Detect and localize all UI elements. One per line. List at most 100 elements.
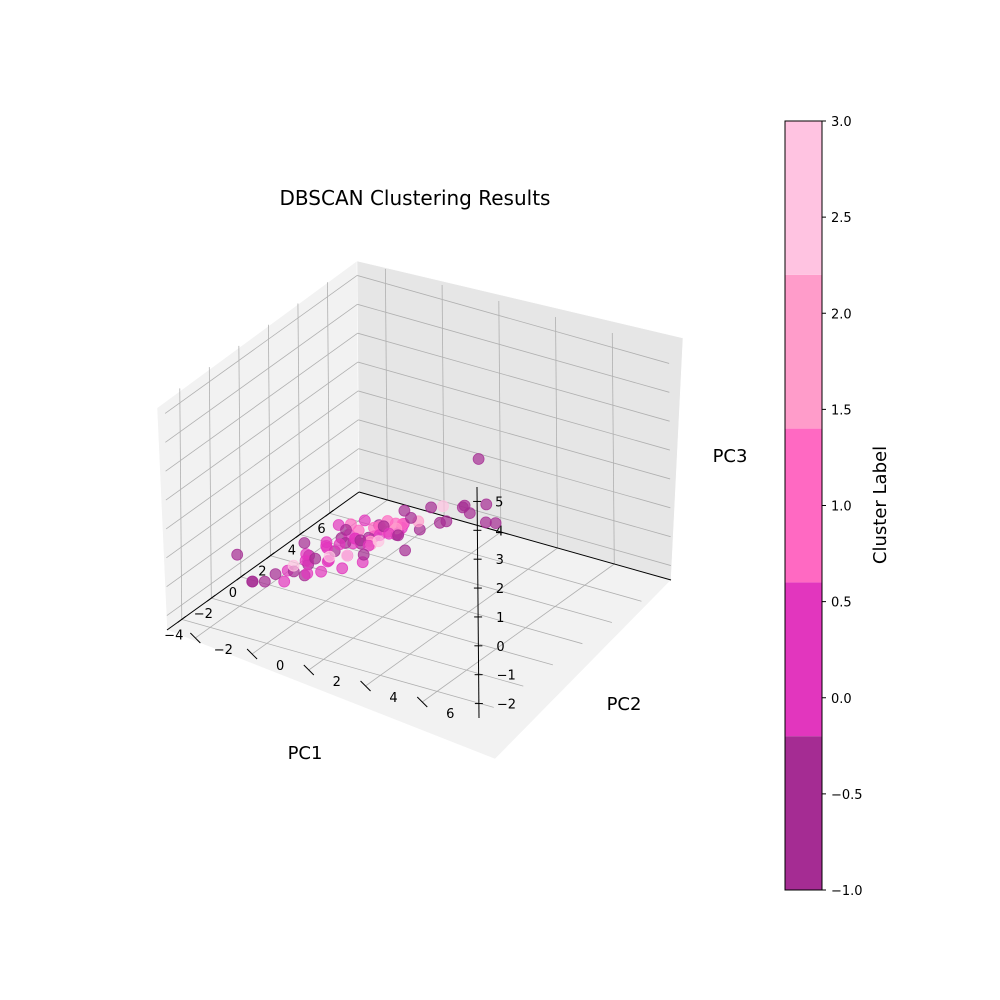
colorbar: −1.0 −0.5 0.0 0.5 1.0 1.5 2.0 2.5 3.0 — [784, 115, 863, 899]
x-axis-label: PC1 — [288, 743, 323, 764]
y-tick-label: 2 — [333, 675, 341, 690]
scatter-point — [480, 498, 493, 511]
colorbar-band — [785, 428, 822, 583]
x-tick-label: 6 — [317, 522, 325, 537]
grid-line-y — [441, 284, 445, 517]
scatter-point — [231, 548, 244, 561]
scatter-point — [437, 500, 449, 513]
colorbar-band — [785, 121, 822, 275]
z-tick-label: 3 — [496, 553, 504, 568]
y-tick — [360, 680, 371, 692]
colorbar-tick-label: 3.0 — [831, 115, 852, 130]
scatter-point — [336, 562, 349, 575]
scatter-point — [399, 544, 412, 557]
scatter-point — [392, 529, 405, 542]
y-tick-label: 6 — [446, 707, 454, 722]
scatter-point — [358, 514, 371, 527]
grid-line-z — [166, 448, 359, 588]
x-tick-label: 2 — [258, 565, 266, 580]
grid-line-y — [555, 316, 558, 549]
chart-title: DBSCAN Clustering Results — [280, 186, 551, 210]
colorbar-tick-label: 0.5 — [831, 596, 852, 611]
grid-line-y — [498, 300, 502, 533]
scatter-point — [269, 568, 282, 580]
x-tick-label: −4 — [164, 628, 183, 643]
grid-line-x — [181, 618, 494, 708]
x-tick — [266, 552, 275, 560]
scatter-point — [398, 504, 411, 517]
y-tick-label: −2 — [214, 643, 233, 658]
grid-line-y — [251, 515, 445, 655]
grid-line-z — [357, 303, 670, 393]
x-tick-label: 4 — [288, 543, 296, 558]
scatter-point — [472, 453, 485, 465]
grid-line-x — [327, 282, 330, 514]
grid-line-z — [357, 361, 670, 451]
scatter-point — [258, 575, 271, 588]
scatter-points — [231, 453, 502, 588]
scatter-point — [287, 559, 300, 572]
z-tick-label: 5 — [495, 495, 503, 510]
grid-line-y — [422, 563, 615, 703]
grid-line-z — [358, 448, 671, 538]
axes: −4 −2 0 2 4 6 −2 0 2 4 6 −2 −1 0 1 2 3 4 5 — [164, 486, 672, 722]
colorbar-tick-label: 0.0 — [831, 692, 852, 707]
grid-line-x — [238, 345, 242, 577]
colorbar-tick-label: −1.0 — [831, 884, 863, 899]
x-tick — [236, 573, 246, 581]
colorbar-tick-label: 1.0 — [831, 500, 852, 515]
grid-line-x — [297, 303, 301, 535]
y-tick — [246, 648, 258, 660]
grid-line-y — [384, 268, 388, 501]
grid-line-y — [611, 332, 615, 565]
scatter-point — [340, 524, 352, 536]
x-tick — [325, 509, 334, 517]
z-axis-label: PC3 — [713, 446, 748, 467]
grid-line-z — [357, 332, 670, 422]
scatter-point — [278, 575, 291, 588]
scatter-point — [433, 516, 446, 529]
grid-line-x — [267, 324, 271, 556]
x-tick — [207, 594, 216, 602]
colorbar-band — [785, 736, 822, 890]
colorbar-label: Cluster Label — [870, 446, 891, 564]
scatter-point — [362, 539, 375, 552]
colorbar-tick-label: 2.0 — [831, 307, 852, 322]
scatter-point — [309, 552, 322, 565]
y-axis-label: PC2 — [607, 694, 642, 715]
grid-line-x — [299, 534, 613, 623]
scatter-point — [315, 565, 328, 578]
grid-line-z — [166, 477, 360, 616]
scatter-point — [323, 550, 336, 563]
grid-line-x — [179, 388, 183, 620]
scatter-point — [298, 537, 311, 549]
grid-line-z — [165, 332, 358, 472]
grid-line-z — [165, 303, 358, 443]
x-tick-label: 0 — [229, 586, 237, 601]
grid-line-x — [208, 367, 212, 599]
y-tick — [190, 632, 201, 644]
grid-line-y — [308, 531, 502, 671]
colorbar-tick-label: −0.5 — [831, 788, 863, 803]
z-tick-label: 0 — [496, 640, 504, 655]
panes — [156, 260, 684, 760]
grid-line-y — [365, 547, 558, 687]
colorbar-band — [785, 582, 822, 737]
scatter-point — [357, 548, 370, 561]
scatter-point — [333, 538, 346, 551]
x-tick-label: −2 — [194, 607, 213, 622]
x-tick — [295, 531, 305, 538]
z-tick-label: 1 — [496, 611, 504, 626]
scatter-point — [320, 536, 333, 549]
x-tick — [177, 615, 187, 623]
grid-line-z — [358, 419, 671, 509]
y-axis-line — [358, 491, 672, 581]
y-tick — [303, 664, 315, 676]
z-tick-label: −1 — [497, 669, 516, 684]
scatter-point — [246, 575, 259, 588]
z-tick-label: 2 — [496, 582, 504, 597]
scatter-point — [425, 501, 438, 514]
scatter-point — [463, 507, 476, 519]
grid-line-z — [165, 361, 359, 501]
